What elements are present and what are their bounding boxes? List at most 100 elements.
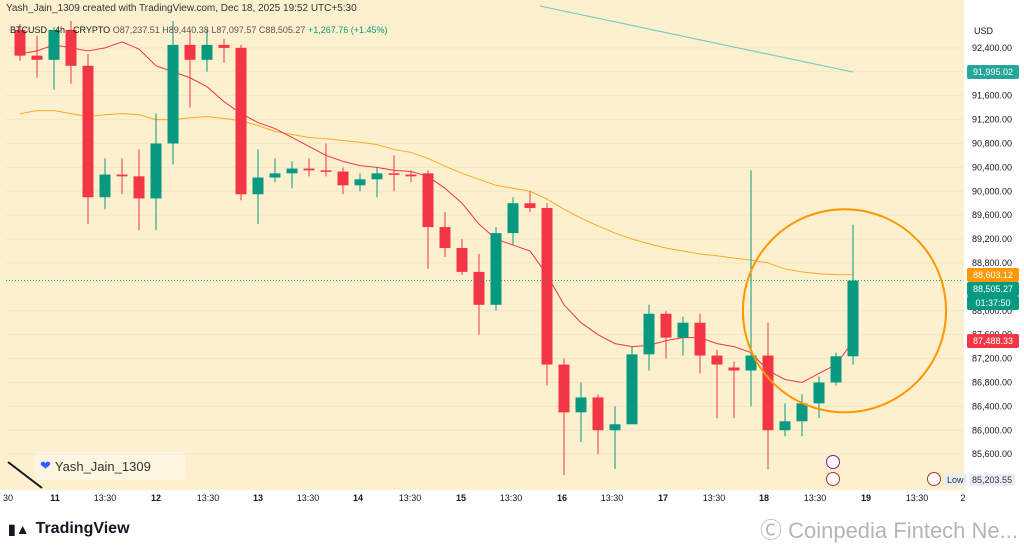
ema-long-line xyxy=(19,110,854,276)
candle-down xyxy=(524,191,536,213)
candle-body xyxy=(31,55,43,60)
low-prefix: Low xyxy=(944,474,967,486)
y-tick-label: 86,800.00 xyxy=(972,377,1012,387)
candle-body xyxy=(99,174,111,198)
candle-down xyxy=(31,35,43,78)
price-axis-badge: 88,505.27 xyxy=(967,281,1019,296)
candle-down xyxy=(422,170,434,269)
candle-body xyxy=(167,44,179,144)
candle-down xyxy=(405,170,417,183)
low-price-label: Low 85,203.55 xyxy=(944,474,1016,486)
candle-body xyxy=(439,227,451,249)
x-tick-label: 13:30 xyxy=(197,493,220,503)
tradingview-logo[interactable]: ▮▲ TradingView xyxy=(8,520,130,538)
x-tick-label: 11 xyxy=(50,493,60,503)
x-tick-label: 13:30 xyxy=(94,493,117,503)
candle-down xyxy=(82,53,94,225)
low-value-badge: 85,203.55 xyxy=(969,474,1016,486)
candle-up xyxy=(490,227,502,311)
low-value: L87,097.57 xyxy=(211,25,257,35)
x-tick-label: 12 xyxy=(151,493,161,503)
price-axis-badge: 88,603.12 xyxy=(967,267,1019,282)
heart-icon: ❤ xyxy=(40,458,51,473)
x-tick-label: 19 xyxy=(861,493,871,503)
candle-body xyxy=(337,171,349,186)
candle-down xyxy=(184,29,196,108)
event-flag-icon[interactable] xyxy=(826,455,840,469)
y-tick-label: 89,200.00 xyxy=(972,234,1012,244)
candle-body xyxy=(252,177,264,195)
candle-body xyxy=(626,354,638,425)
candle-body xyxy=(541,207,553,365)
x-tick-label: 17 xyxy=(658,493,668,503)
trend-line xyxy=(7,461,43,489)
user-name: Yash_Jain_1309 xyxy=(54,458,151,474)
candle-body xyxy=(388,173,400,175)
candle-up xyxy=(830,352,842,386)
candle-body xyxy=(592,397,604,431)
highlight-circle xyxy=(741,208,948,414)
us-flag-icon[interactable] xyxy=(927,472,941,486)
candle-down xyxy=(541,203,553,386)
candle-down xyxy=(592,394,604,455)
x-tick-label: 16 xyxy=(557,493,567,503)
y-tick-label: 85,600.00 xyxy=(972,449,1012,459)
x-tick-label: 13:30 xyxy=(703,493,726,503)
candle-body xyxy=(354,179,366,186)
candle-body xyxy=(150,143,162,199)
y-tick-label: 88,800.00 xyxy=(972,258,1012,268)
candle-up xyxy=(813,376,825,419)
high-value: H89,440.38 xyxy=(162,25,209,35)
candle-body xyxy=(830,356,842,383)
candle-up xyxy=(286,161,298,189)
candle-down xyxy=(694,313,706,374)
candle-down xyxy=(65,20,77,84)
candle-body xyxy=(456,248,468,272)
candle-down xyxy=(218,38,230,63)
y-tick-label: 91,600.00 xyxy=(972,91,1012,101)
candle-body xyxy=(575,397,587,413)
y-tick-label: 86,400.00 xyxy=(972,401,1012,411)
candle-up xyxy=(269,158,281,183)
candle-body xyxy=(728,367,740,371)
symbol-info: BTCUSD · 4h · CRYPTO O87,237.51 H89,440.… xyxy=(10,25,388,35)
candle-up xyxy=(745,170,757,407)
candle-up xyxy=(609,406,621,470)
candle-body xyxy=(422,173,434,228)
candle-down xyxy=(473,254,485,335)
candle-up xyxy=(796,394,808,437)
candle-body xyxy=(779,421,791,431)
candle-down xyxy=(14,23,26,62)
us-flag-icon[interactable] xyxy=(826,472,840,486)
candle-body xyxy=(524,203,536,208)
candle-up xyxy=(779,403,791,437)
currency-label[interactable]: USD xyxy=(968,24,1018,38)
price-axis-background xyxy=(964,0,1024,490)
candle-down xyxy=(456,239,468,275)
candle-body xyxy=(269,173,281,178)
candle-up xyxy=(167,20,179,165)
price-axis-badge: 01:37:50 xyxy=(967,295,1019,310)
coinpedia-watermark: Ⓒ Coinpedia Fintech Ne... xyxy=(759,518,1018,543)
y-tick-label: 87,200.00 xyxy=(972,354,1012,364)
x-tick-label: 13:30 xyxy=(906,493,929,503)
x-tick-label: 13:30 xyxy=(500,493,523,503)
candle-up xyxy=(847,224,859,365)
candle-body xyxy=(643,313,655,355)
candle-down xyxy=(439,212,451,257)
change-value: +1,267.76 (+1.45%) xyxy=(307,25,388,35)
candle-up xyxy=(150,113,162,231)
candle-body xyxy=(320,170,332,172)
candle-body xyxy=(490,233,502,305)
candle-down xyxy=(660,310,672,359)
candle-body xyxy=(473,271,485,305)
candle-up xyxy=(371,167,383,198)
x-tick-label: 18 xyxy=(759,493,769,503)
price-axis-badge: 87,488.33 xyxy=(967,334,1019,349)
candle-body xyxy=(371,173,383,180)
candle-body xyxy=(116,174,128,177)
tradingview-icon: ▮▲ xyxy=(8,520,30,537)
y-tick-label: 91,200.00 xyxy=(972,115,1012,125)
